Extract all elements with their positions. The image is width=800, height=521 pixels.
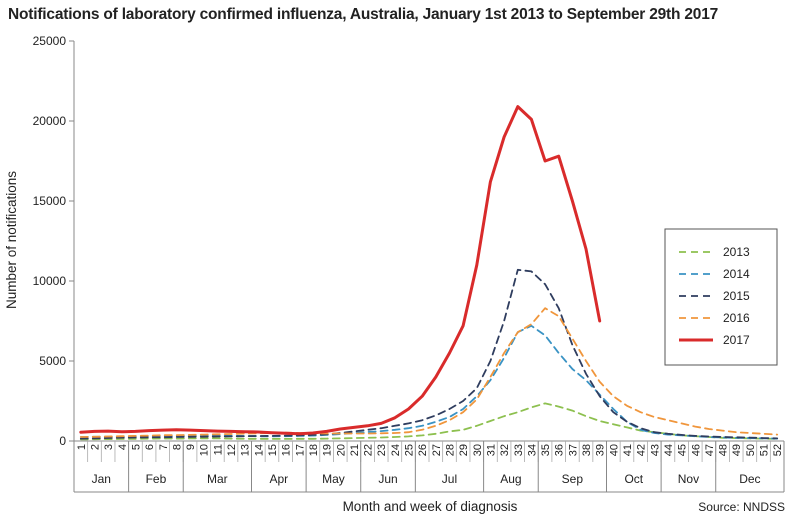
- legend-box: [664, 228, 778, 366]
- legend-label: 2014: [723, 267, 750, 281]
- legend-label: 2017: [723, 333, 750, 347]
- month-label: Jun: [378, 472, 397, 486]
- x-tick-label: 50: [745, 444, 757, 456]
- x-tick-label: 21: [349, 444, 361, 456]
- x-tick-label: 29: [458, 444, 470, 456]
- x-tick-label: 38: [581, 444, 593, 456]
- x-tick-label: 32: [499, 444, 511, 456]
- chart-title: Notifications of laboratory confirmed in…: [8, 6, 719, 23]
- month-label: Apr: [269, 472, 288, 486]
- x-tick-label: 3: [103, 444, 115, 450]
- y-axis-label: Number of notifications: [4, 171, 19, 309]
- x-tick-label: 18: [308, 444, 320, 456]
- x-tick-label: 28: [444, 444, 456, 456]
- x-tick-label: 7: [158, 444, 170, 450]
- x-tick-label: 52: [772, 444, 784, 456]
- x-tick-label: 6: [144, 444, 156, 450]
- x-tick-label: 47: [704, 444, 716, 456]
- series-line-2015: [79, 268, 779, 440]
- source-note: Source: NNDSS: [698, 500, 785, 514]
- month-label: May: [322, 472, 345, 486]
- x-tick-label: 26: [417, 444, 429, 456]
- x-tick-label: 5: [130, 444, 142, 450]
- x-tick-label: 31: [485, 444, 497, 456]
- x-tick-label: 41: [622, 444, 634, 456]
- x-tick-label: 10: [199, 444, 211, 456]
- y-tick-label: 15000: [33, 194, 67, 208]
- x-tick-label: 11: [212, 444, 224, 455]
- x-tick-label: 16: [281, 444, 293, 456]
- x-tick-label: 12: [226, 444, 238, 456]
- x-tick-label: 25: [404, 444, 416, 456]
- x-tick-label: 19: [322, 444, 334, 456]
- x-tick-label: 37: [567, 444, 579, 456]
- x-tick-label: 14: [253, 444, 265, 456]
- x-tick-label: 34: [526, 444, 538, 456]
- month-label: Jul: [442, 472, 457, 486]
- x-tick-label: 35: [540, 444, 552, 456]
- x-tick-label: 27: [431, 444, 443, 456]
- series-line-2016: [79, 307, 779, 438]
- month-label: Jan: [92, 472, 111, 486]
- x-tick-label: 20: [335, 444, 347, 456]
- x-tick-label: 36: [554, 444, 566, 456]
- x-tick-label: 33: [513, 444, 525, 456]
- month-label: Dec: [739, 472, 760, 486]
- x-tick-label: 40: [608, 444, 620, 456]
- month-label: Feb: [146, 472, 167, 486]
- y-tick-label: 20000: [33, 114, 67, 128]
- series-lines: [79, 105, 779, 441]
- month-label: Oct: [624, 472, 643, 486]
- legend: 2013 2014 2015 2016 2017: [664, 228, 778, 366]
- x-tick-label: 4: [117, 444, 129, 450]
- month-label: Aug: [500, 472, 521, 486]
- x-tick-label: 46: [690, 444, 702, 456]
- y-tick-label: 5000: [39, 354, 66, 368]
- month-label: Sep: [562, 472, 584, 486]
- x-tick-label: 15: [267, 444, 279, 456]
- x-tick-label: 43: [649, 444, 661, 456]
- legend-label: 2015: [723, 289, 750, 303]
- x-tick-label: 13: [240, 444, 252, 456]
- x-tick-label: 23: [376, 444, 388, 456]
- y-tick-label: 0: [59, 434, 66, 448]
- y-tick-label: 10000: [33, 274, 67, 288]
- x-tick-label: 9: [185, 444, 197, 450]
- x-tick-label: 8: [171, 444, 183, 450]
- x-tick-label: 24: [390, 444, 402, 456]
- series-line-2017: [79, 105, 602, 436]
- x-tick-label: 51: [759, 444, 771, 456]
- x-tick-label: 49: [731, 444, 743, 456]
- month-label: Mar: [207, 472, 228, 486]
- legend-label: 2013: [723, 245, 750, 259]
- x-tick-label: 1: [76, 444, 88, 450]
- x-tick-label: 30: [472, 444, 484, 456]
- month-label: Nov: [678, 472, 699, 486]
- x-axis-label: Month and week of diagnosis: [343, 499, 518, 514]
- x-tick-label: 22: [363, 444, 375, 456]
- x-tick-label: 48: [718, 444, 730, 456]
- x-tick-label: 42: [636, 444, 648, 456]
- x-tick-label: 39: [595, 444, 607, 456]
- y-tick-label: 25000: [33, 34, 67, 48]
- x-tick-label: 2: [89, 444, 101, 450]
- legend-label: 2016: [723, 311, 750, 325]
- x-tick-label: 44: [663, 444, 675, 456]
- x-tick-label: 45: [677, 444, 689, 456]
- series-line-2014: [79, 324, 779, 440]
- x-tick-label: 17: [294, 444, 306, 456]
